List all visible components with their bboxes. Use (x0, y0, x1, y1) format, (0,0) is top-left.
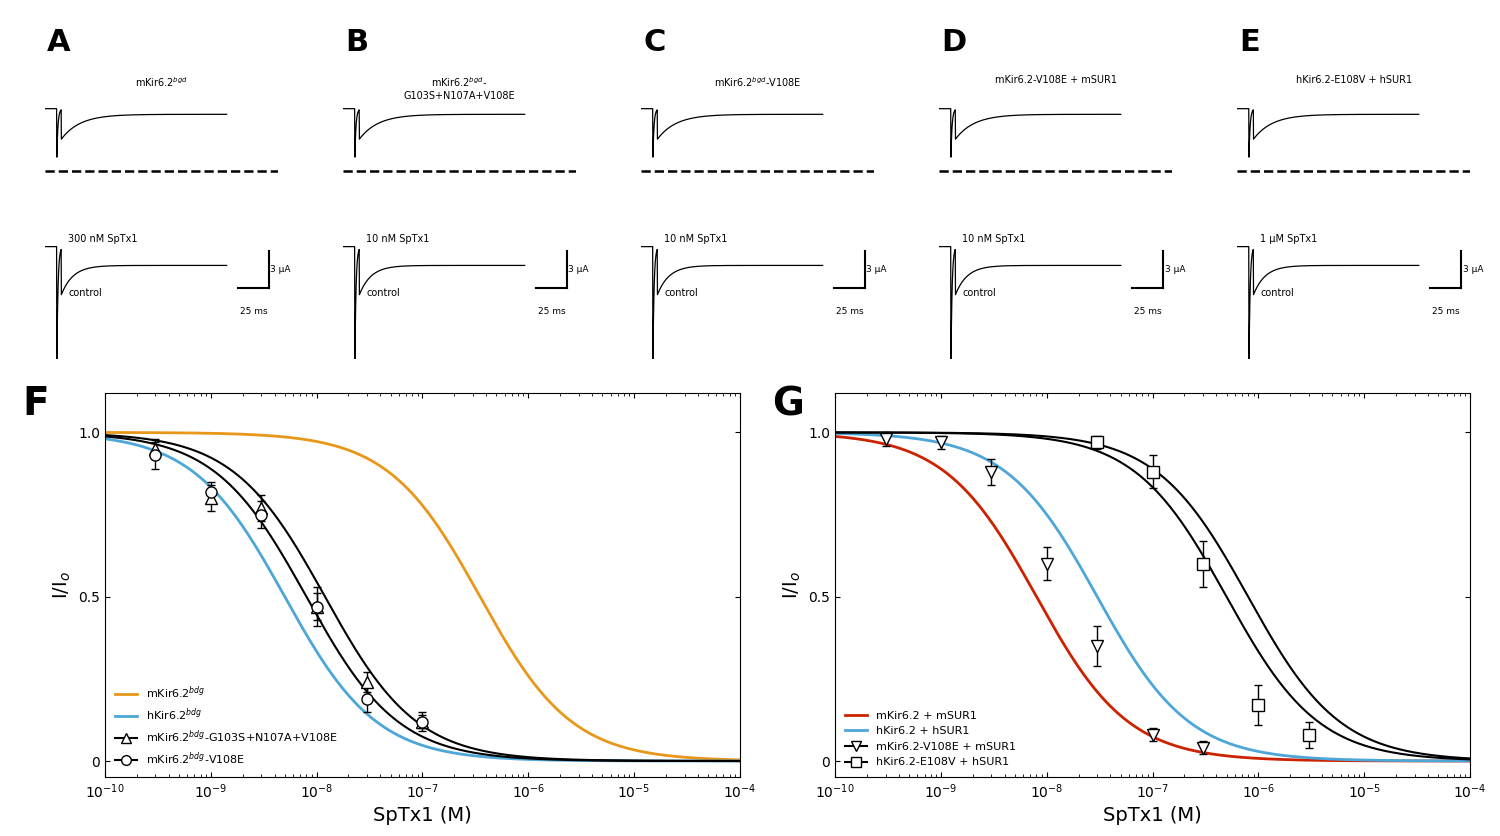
Y-axis label: I/I$_o$: I/I$_o$ (782, 571, 802, 599)
Text: B: B (345, 28, 369, 58)
Text: control: control (1260, 288, 1294, 298)
Text: 3 μA: 3 μA (1164, 265, 1185, 274)
Text: 300 nM SpTx1: 300 nM SpTx1 (69, 234, 138, 244)
Text: 3 μA: 3 μA (270, 265, 291, 274)
Text: 3 μA: 3 μA (867, 265, 886, 274)
Text: 25 ms: 25 ms (1431, 308, 1460, 316)
X-axis label: SpTx1 (M): SpTx1 (M) (1102, 807, 1202, 825)
Text: D: D (942, 28, 966, 58)
Text: hKir6.2-E108V + hSUR1: hKir6.2-E108V + hSUR1 (1296, 75, 1412, 85)
Text: control: control (69, 288, 102, 298)
Text: 3 μA: 3 μA (568, 265, 590, 274)
Text: control: control (366, 288, 400, 298)
Text: control: control (664, 288, 698, 298)
Text: F: F (22, 385, 50, 423)
Text: 25 ms: 25 ms (240, 308, 267, 316)
Legend: mKir6.2 + mSUR1, hKir6.2 + hSUR1, mKir6.2-V108E + mSUR1, hKir6.2-E108V + hSUR1: mKir6.2 + mSUR1, hKir6.2 + hSUR1, mKir6.… (840, 706, 1020, 772)
Text: 10 nM SpTx1: 10 nM SpTx1 (664, 234, 728, 244)
X-axis label: SpTx1 (M): SpTx1 (M) (374, 807, 472, 825)
Text: 1 μM SpTx1: 1 μM SpTx1 (1260, 234, 1317, 244)
Text: mKir6.2$^{bgd}$-
G103S+N107A+V108E: mKir6.2$^{bgd}$- G103S+N107A+V108E (404, 75, 516, 100)
Text: mKir6.2$^{bgd}$: mKir6.2$^{bgd}$ (135, 75, 188, 89)
Text: E: E (1239, 28, 1260, 58)
Text: G: G (771, 385, 804, 423)
Y-axis label: I/I$_o$: I/I$_o$ (51, 571, 72, 599)
Text: A: A (48, 28, 70, 58)
Text: mKir6.2-V108E + mSUR1: mKir6.2-V108E + mSUR1 (994, 75, 1116, 85)
Text: 10 nM SpTx1: 10 nM SpTx1 (963, 234, 1026, 244)
Text: control: control (963, 288, 996, 298)
Text: 25 ms: 25 ms (836, 308, 864, 316)
Legend: mKir6.2$^{bdg}$, hKir6.2$^{bdg}$, mKir6.2$^{bdg}$-G103S+N107A+V108E, mKir6.2$^{b: mKir6.2$^{bdg}$, hKir6.2$^{bdg}$, mKir6.… (111, 680, 342, 772)
Text: 10 nM SpTx1: 10 nM SpTx1 (366, 234, 429, 244)
Text: C: C (644, 28, 666, 58)
Text: 3 μA: 3 μA (1462, 265, 1484, 274)
Text: 25 ms: 25 ms (1134, 308, 1161, 316)
Text: mKir6.2$^{bgd}$-V108E: mKir6.2$^{bgd}$-V108E (714, 75, 801, 89)
Text: 25 ms: 25 ms (537, 308, 566, 316)
